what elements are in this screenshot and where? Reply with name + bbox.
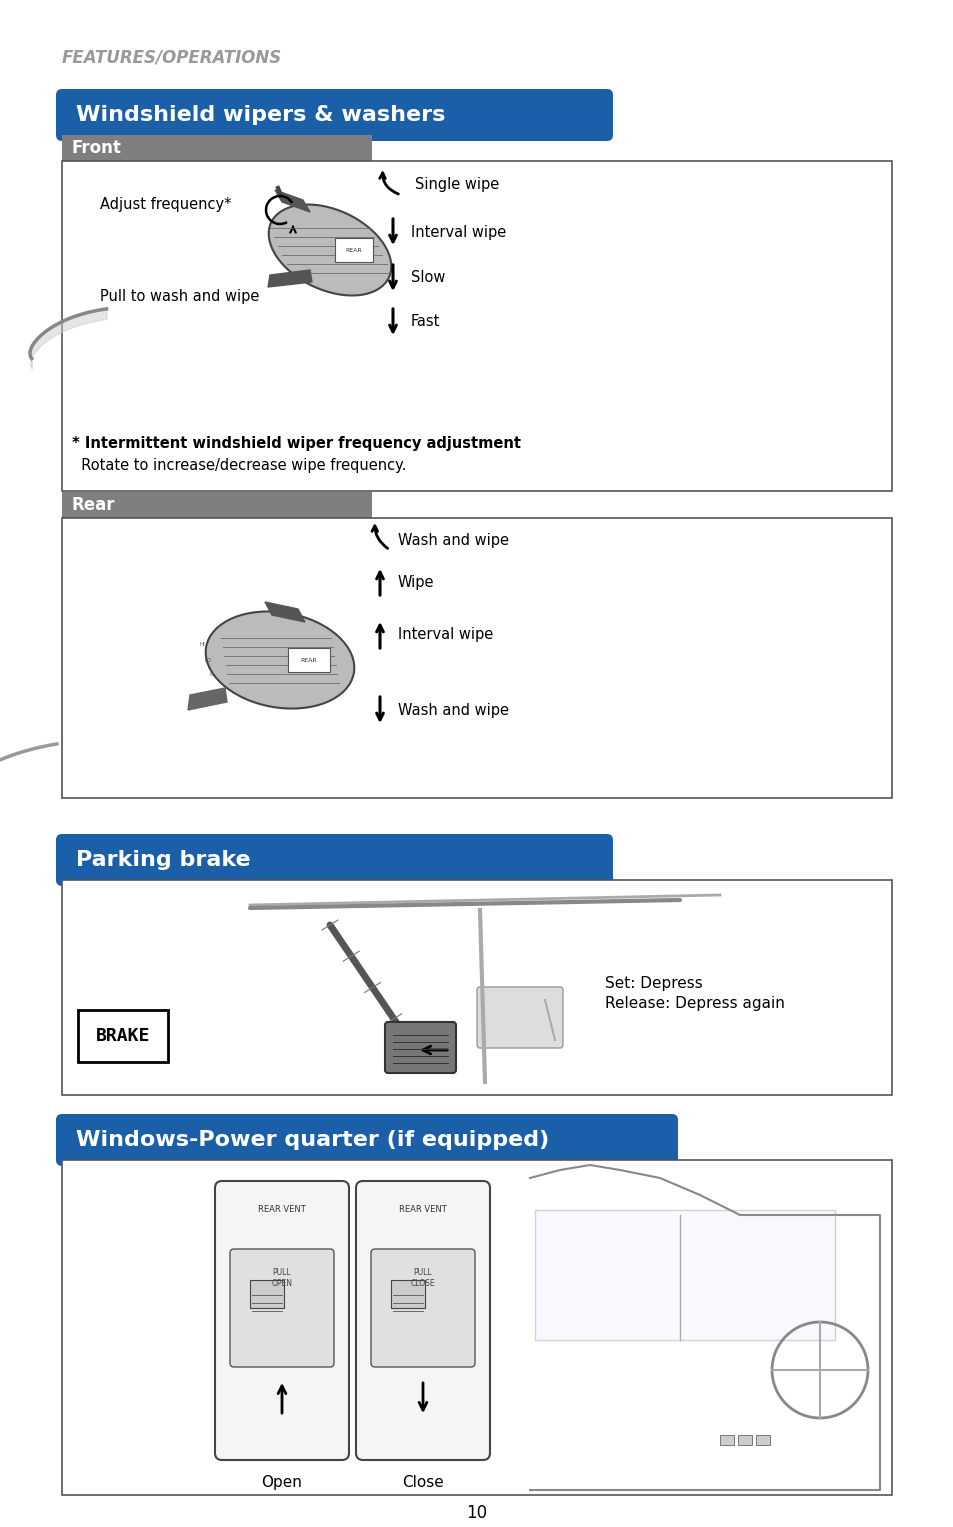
FancyBboxPatch shape [56, 89, 613, 140]
FancyBboxPatch shape [56, 834, 613, 886]
Bar [78, 1009, 168, 1061]
Text: Windows-Power quarter (if equipped): Windows-Power quarter (if equipped) [76, 1130, 549, 1150]
Text: PULL
OPEN: PULL OPEN [272, 1269, 293, 1287]
Text: Front: Front [71, 139, 122, 157]
Text: LO: LO [205, 658, 212, 663]
Text: Interval wipe: Interval wipe [397, 628, 493, 643]
Bar [62, 1161, 891, 1495]
Polygon shape [268, 270, 312, 287]
Bar [535, 1209, 834, 1341]
Bar [62, 518, 891, 799]
FancyBboxPatch shape [56, 1115, 678, 1167]
Bar [288, 647, 330, 672]
FancyBboxPatch shape [385, 1022, 456, 1073]
Text: Set: Depress: Set: Depress [604, 976, 702, 991]
Text: Windshield wipers & washers: Windshield wipers & washers [76, 105, 445, 125]
Bar [62, 160, 891, 492]
Text: Open: Open [261, 1475, 302, 1490]
FancyBboxPatch shape [355, 1180, 490, 1460]
FancyBboxPatch shape [230, 1249, 334, 1367]
Text: BRAKE: BRAKE [95, 1028, 150, 1044]
Text: FEATURES/OPERATIONS: FEATURES/OPERATIONS [62, 47, 282, 66]
Text: REAR: REAR [300, 658, 317, 663]
Polygon shape [265, 602, 305, 621]
Text: 10: 10 [466, 1504, 487, 1522]
Text: Parking brake: Parking brake [76, 851, 251, 870]
Text: Slow: Slow [411, 270, 445, 286]
Text: Rear: Rear [71, 496, 115, 515]
Bar [62, 134, 372, 160]
Ellipse shape [269, 205, 391, 296]
FancyBboxPatch shape [476, 986, 562, 1048]
Bar [62, 880, 891, 1095]
Text: Adjust frequency*: Adjust frequency* [100, 197, 232, 212]
Bar [755, 1435, 769, 1445]
Bar [250, 1280, 284, 1309]
Text: Wipe: Wipe [397, 574, 434, 589]
Text: Pull to wash and wipe: Pull to wash and wipe [100, 289, 259, 304]
Bar [738, 1435, 751, 1445]
Text: Release: Depress again: Release: Depress again [604, 996, 784, 1011]
Polygon shape [188, 689, 227, 710]
Text: REAR: REAR [345, 247, 362, 252]
Text: Interval wipe: Interval wipe [411, 224, 506, 240]
FancyBboxPatch shape [371, 1249, 475, 1367]
Bar [62, 492, 372, 518]
Text: Rotate to increase/decrease wipe frequency.: Rotate to increase/decrease wipe frequen… [71, 458, 406, 473]
Text: REAR VENT: REAR VENT [258, 1205, 306, 1214]
Bar [391, 1280, 424, 1309]
Ellipse shape [206, 611, 354, 709]
Text: * Intermittent windshield wiper frequency adjustment: * Intermittent windshield wiper frequenc… [71, 437, 520, 450]
Text: HI: HI [200, 643, 206, 647]
Text: PULL
CLOSE: PULL CLOSE [410, 1269, 435, 1287]
FancyBboxPatch shape [214, 1180, 349, 1460]
Text: Fast: Fast [411, 315, 440, 330]
Text: O: O [210, 672, 214, 678]
Text: Wash and wipe: Wash and wipe [397, 533, 509, 548]
Bar [335, 238, 373, 263]
Polygon shape [274, 189, 310, 212]
Text: REAR VENT: REAR VENT [398, 1205, 446, 1214]
Text: Wash and wipe: Wash and wipe [397, 702, 509, 718]
Bar [720, 1435, 733, 1445]
Text: Close: Close [402, 1475, 443, 1490]
Text: Single wipe: Single wipe [415, 177, 498, 192]
